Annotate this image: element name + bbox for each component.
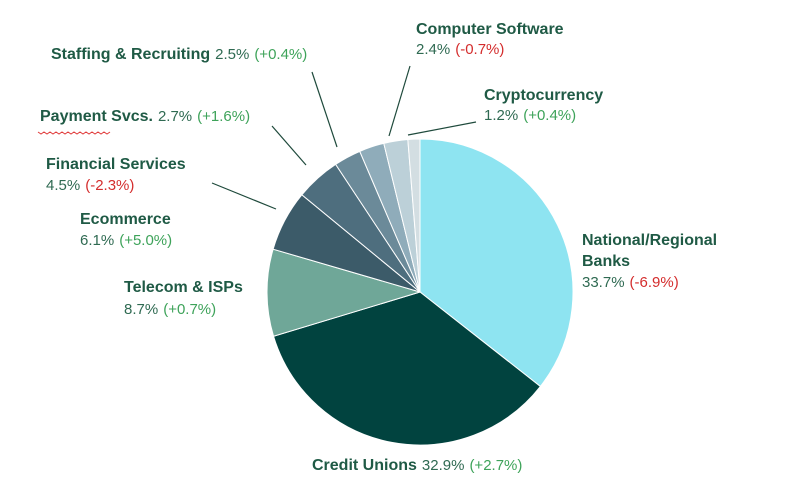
- label-change-credit-unions: (+2.7%): [469, 457, 522, 474]
- pie-slice-cryptocurrency: [407, 138, 421, 293]
- label-value-row-ecommerce: 6.1% (+5.0%): [80, 232, 172, 249]
- leader-line-cryptocurrency: [407, 121, 477, 136]
- label-name-national-regional-banks: Banks: [582, 253, 630, 270]
- label-name-payment-svcs: Payment Svcs. 2.7% (+1.6%): [40, 108, 250, 125]
- label-change-staffing-recruiting: (+0.4%): [254, 46, 307, 63]
- label-value-financial-services: 4.5%: [46, 177, 80, 194]
- label-name-ecommerce: Ecommerce: [80, 211, 171, 228]
- label-value-row-financial-services: 4.5% (-2.3%): [46, 177, 134, 194]
- leader-lines: [211, 65, 477, 210]
- label-value-row-computer-software: 2.4% (-0.7%): [416, 41, 504, 58]
- label-change-cryptocurrency: (+0.4%): [523, 107, 576, 124]
- label-value-row-national-regional-banks: 33.7% (-6.9%): [582, 274, 679, 291]
- label-value-payment-svcs: 2.7%: [158, 108, 192, 125]
- label-change-ecommerce: (+5.0%): [119, 232, 172, 249]
- label-value-cryptocurrency: 1.2%: [484, 107, 518, 124]
- spellcheck-underline: [37, 131, 111, 135]
- label-value-telecom-isps: 8.7%: [124, 301, 158, 318]
- label-name-telecom-isps: Telecom & ISPs: [124, 279, 243, 296]
- label-value-national-regional-banks: 33.7%: [582, 274, 625, 291]
- label-name-financial-services: Financial Services: [46, 156, 186, 173]
- pie-slice-credit-unions: [272, 291, 542, 446]
- label-value-ecommerce: 6.1%: [80, 232, 114, 249]
- label-name-computer-software: Computer Software: [416, 21, 564, 38]
- leader-line-computer-software: [388, 65, 411, 137]
- label-name-staffing-recruiting: Staffing & Recruiting 2.5% (+0.4%): [51, 46, 307, 63]
- leader-line-staffing-recruiting: [311, 71, 338, 148]
- slice-labels: National/Regional Banks 33.7% (-6.9%) Credit…: [37, 21, 717, 474]
- label-change-national-regional-banks: (-6.9%): [630, 274, 679, 291]
- pie-slices: [266, 138, 574, 446]
- leader-line-financial-services: [211, 182, 277, 210]
- pie-slice-national-regional-banks: [419, 138, 574, 388]
- label-change-payment-svcs: (+1.6%): [197, 108, 250, 125]
- label-name-national-regional-banks: National/Regional: [582, 232, 717, 249]
- label-change-financial-services: (-2.3%): [85, 177, 134, 194]
- label-value-staffing-recruiting: 2.5%: [215, 46, 249, 63]
- label-value-row-cryptocurrency: 1.2% (+0.4%): [484, 107, 576, 124]
- label-value-credit-unions: 32.9%: [422, 457, 465, 474]
- label-name-cryptocurrency: Cryptocurrency: [484, 87, 603, 104]
- leader-line-payment-svcs: [271, 125, 307, 166]
- label-change-computer-software: (-0.7%): [455, 41, 504, 58]
- label-name-credit-unions: Credit Unions 32.9% (+2.7%): [312, 457, 522, 474]
- label-value-computer-software: 2.4%: [416, 41, 450, 58]
- label-value-row-telecom-isps: 8.7% (+0.7%): [124, 301, 216, 318]
- pie-slice-telecom-isps: [266, 248, 422, 337]
- label-change-telecom-isps: (+0.7%): [163, 301, 216, 318]
